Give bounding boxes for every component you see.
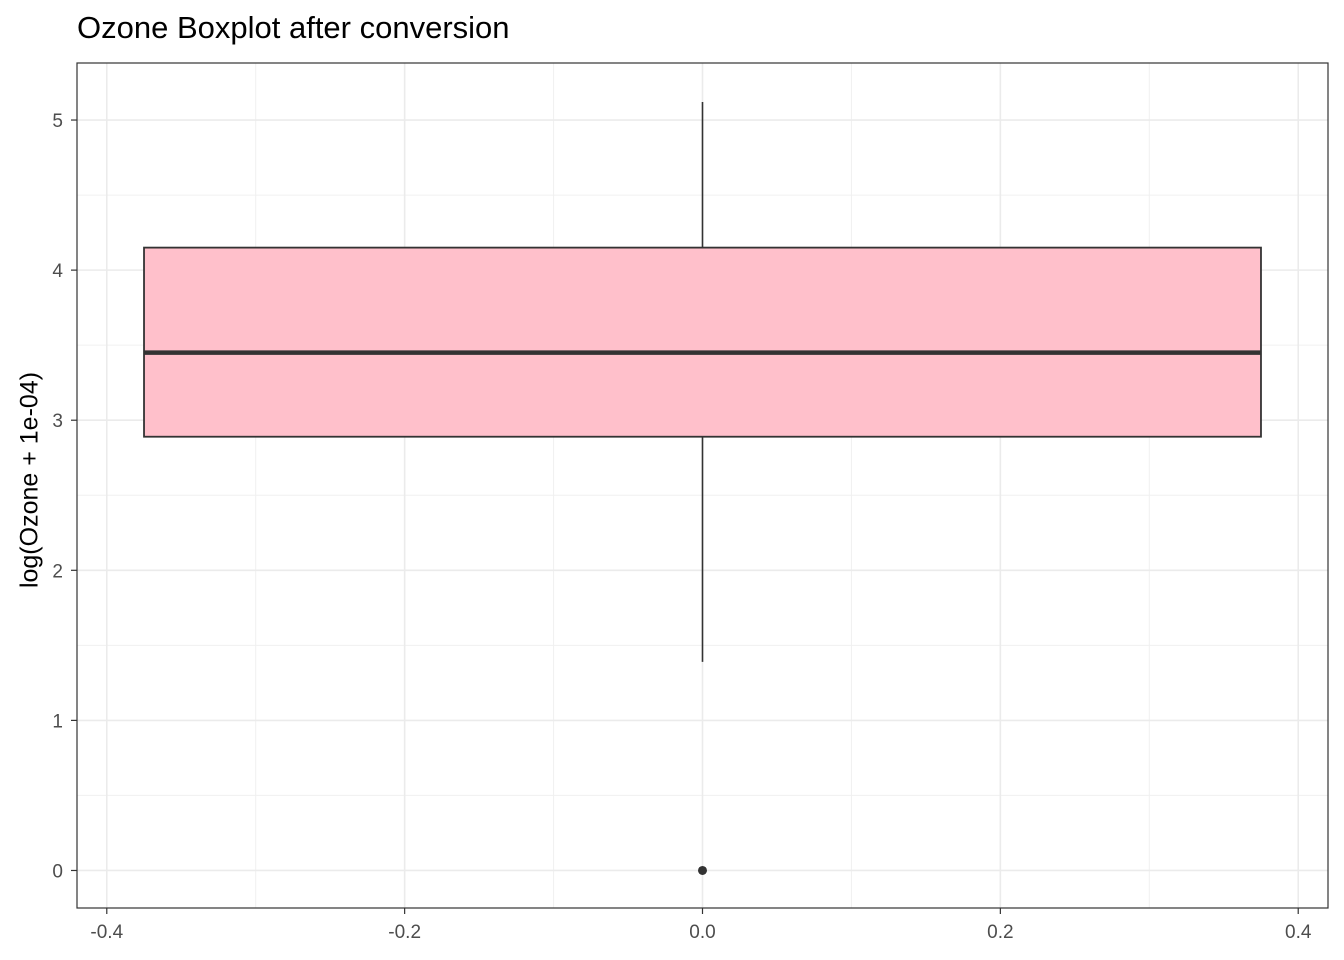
box-iqr xyxy=(143,246,1262,438)
x-axis: -0.4 -0.2 0.0 0.2 0.4 xyxy=(90,908,1312,943)
y-axis: 0 1 2 3 4 5 xyxy=(52,111,77,882)
y-tick-label: 4 xyxy=(52,261,63,282)
y-tick-label: 2 xyxy=(52,561,63,582)
outlier-point xyxy=(698,865,707,875)
y-tick-label: 5 xyxy=(52,111,63,132)
x-tick-label: 0.2 xyxy=(987,922,1013,943)
x-tick-label: 0.0 xyxy=(689,922,715,943)
x-tick-label: -0.2 xyxy=(388,922,421,943)
chart-title: Ozone Boxplot after conversion xyxy=(77,10,510,45)
y-tick-label: 1 xyxy=(52,711,63,732)
x-tick-label: 0.4 xyxy=(1285,922,1312,943)
y-tick-label: 3 xyxy=(52,411,63,432)
x-tick-label: -0.4 xyxy=(90,922,123,943)
y-tick-label: 0 xyxy=(52,861,63,882)
boxplot xyxy=(143,102,1262,875)
